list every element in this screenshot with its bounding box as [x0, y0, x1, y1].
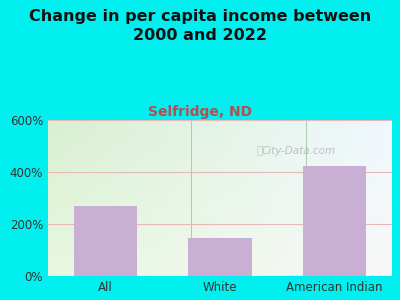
- Text: Selfridge, ND: Selfridge, ND: [148, 105, 252, 119]
- Bar: [188, 238, 252, 276]
- Text: Change in per capita income between
2000 and 2022: Change in per capita income between 2000…: [29, 9, 371, 43]
- Bar: [303, 166, 366, 276]
- Bar: [74, 206, 137, 276]
- Text: ⓘ: ⓘ: [256, 146, 263, 156]
- Text: City-Data.com: City-Data.com: [262, 146, 336, 156]
